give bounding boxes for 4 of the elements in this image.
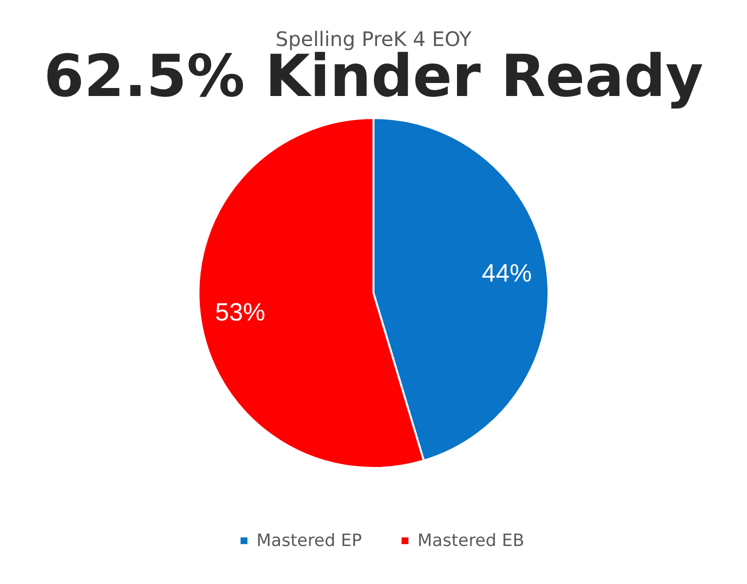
data-label: 44% [482, 259, 532, 288]
legend-label: Mastered EP [256, 530, 362, 551]
data-label: 53% [215, 298, 266, 327]
legend-label: Mastered EB [418, 530, 524, 551]
